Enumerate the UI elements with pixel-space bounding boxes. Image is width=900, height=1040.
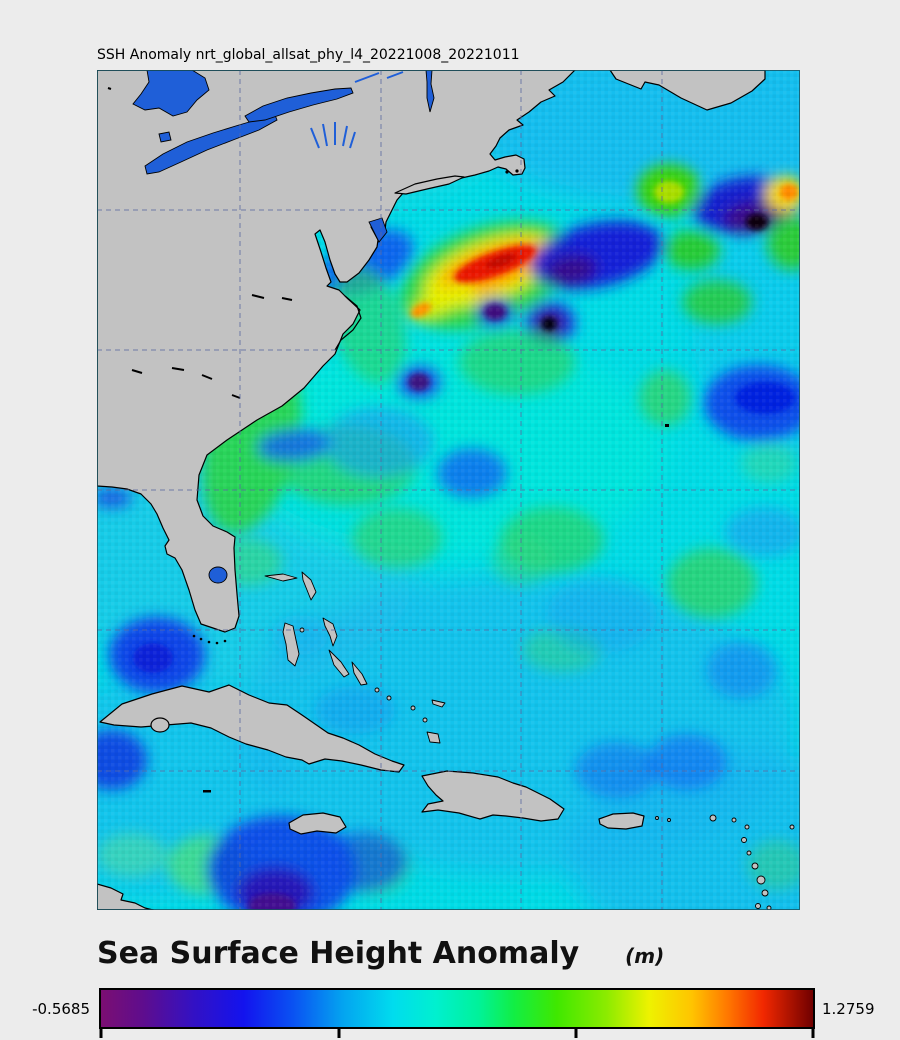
colorbar [99, 988, 815, 1038]
map-canvas [97, 70, 800, 910]
lake-huron [132, 70, 210, 117]
small-islands-and-inland-marks [107, 87, 669, 793]
inland-lakes-marks [107, 87, 293, 399]
delaware-bay [368, 217, 388, 243]
map-frame [97, 70, 800, 910]
island-puerto-rico [598, 812, 645, 830]
island-hispaniola [421, 770, 565, 822]
island-cuba [99, 684, 405, 773]
plot-title: Sea Surface Height Anomaly [97, 936, 580, 971]
colorbar-min-label: -0.5685 [32, 1000, 90, 1018]
plot-heading: Sea Surface Height Anomaly (m) [97, 936, 664, 971]
colorbar-tick [811, 1029, 815, 1038]
lake-okeechobee [208, 566, 228, 584]
colorbar-max-label: 1.2759 [822, 1000, 875, 1018]
graticule [97, 70, 800, 910]
landmass-honduras-corner [97, 883, 154, 910]
colorbar-tick [574, 1029, 578, 1038]
islands-lesser-antilles [655, 814, 795, 910]
lake-champlain [425, 70, 435, 113]
landmass-nova-scotia [609, 70, 766, 111]
lake-erie [144, 114, 278, 175]
islands-florida-keys [192, 634, 227, 645]
islands-bahamas [264, 571, 446, 744]
units-label: (m) [625, 944, 665, 968]
island-long-island [394, 175, 465, 195]
colorbar-tick [99, 1029, 103, 1038]
islands-nantucket-marthas-vineyard [505, 169, 519, 174]
finger-lakes [310, 122, 356, 149]
outer-banks-barrier [334, 295, 362, 351]
ocean-svg [97, 70, 800, 910]
st-lawrence-streaks [354, 71, 404, 83]
island-bermuda [665, 424, 669, 427]
island-grand-cayman [203, 790, 211, 793]
lake-st-clair [158, 131, 172, 143]
island-jamaica [288, 812, 347, 835]
island-isle-of-youth [150, 717, 170, 733]
plot-subtitle: SSH Anomaly nrt_global_allsat_phy_l4_202… [97, 47, 520, 63]
lakes-and-bays [132, 70, 435, 584]
colorbar-tick [337, 1029, 341, 1038]
lake-ontario [244, 87, 354, 123]
